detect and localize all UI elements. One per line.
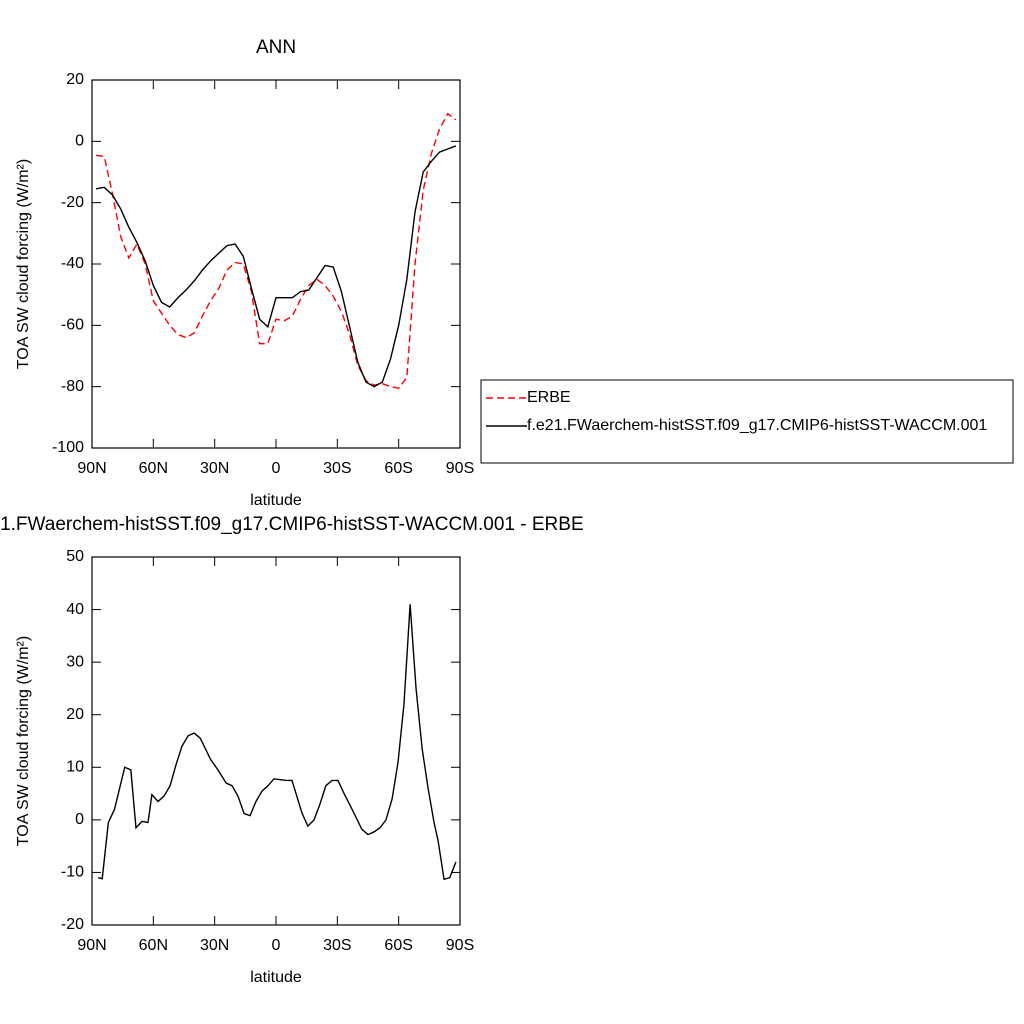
y-tick-label: 40 [66,601,84,618]
plot-frame [91,556,461,926]
legend-label: ERBE [527,389,571,406]
series-line [95,145,457,388]
x-tick-label: 90S [446,937,474,954]
legend: ERBE f.e21.FWaerchem-histSST.f09_g17.CMIP… [480,379,1014,464]
x-tick-label: 90S [446,460,474,477]
legend-box [480,379,1014,464]
x-tick-label: 0 [272,937,281,954]
y-tick-label: -40 [61,255,84,272]
y-tick-label: 20 [66,71,84,88]
x-tick-label: 30S [323,460,351,477]
x-tick-label: 30N [200,460,229,477]
x-tick-label: 0 [272,460,281,477]
y-axis-label: TOA SW cloud forcing (W/m²) [15,636,32,846]
series-line [95,112,457,389]
plot-frame [91,79,461,449]
chart-title: f.e21.FWaerchem-histSST.f09_g17.CMIP6-hi… [0,514,584,535]
x-axis-label: latitude [250,969,302,986]
y-tick-label: 20 [66,706,84,723]
y-tick-label: -80 [61,378,84,395]
y-tick-label: -100 [52,439,84,456]
y-axis-label: TOA SW cloud forcing (W/m²) [15,159,32,369]
x-tick-label: 30S [323,937,351,954]
y-tick-label: -20 [61,916,84,933]
x-tick-label: 90N [77,937,106,954]
y-tick-label: 0 [75,133,84,150]
y-tick-label: -60 [61,317,84,334]
x-tick-label: 60S [384,937,412,954]
x-tick-label: 90N [77,460,106,477]
y-tick-label: 30 [66,653,84,670]
chart-title: ANN [256,37,296,58]
y-tick-label: 50 [66,548,84,565]
x-tick-label: 60S [384,460,412,477]
series-line [97,604,457,881]
y-tick-label: 0 [75,811,84,828]
y-tick-label: 10 [66,759,84,776]
x-axis-label: latitude [250,492,302,509]
y-tick-label: -10 [61,864,84,881]
x-tick-label: 60N [139,937,168,954]
y-tick-label: -20 [61,194,84,211]
legend-label: f.e21.FWaerchem-histSST.f09_g17.CMIP6-hi… [527,417,987,434]
x-tick-label: 30N [200,937,229,954]
x-tick-label: 60N [139,460,168,477]
